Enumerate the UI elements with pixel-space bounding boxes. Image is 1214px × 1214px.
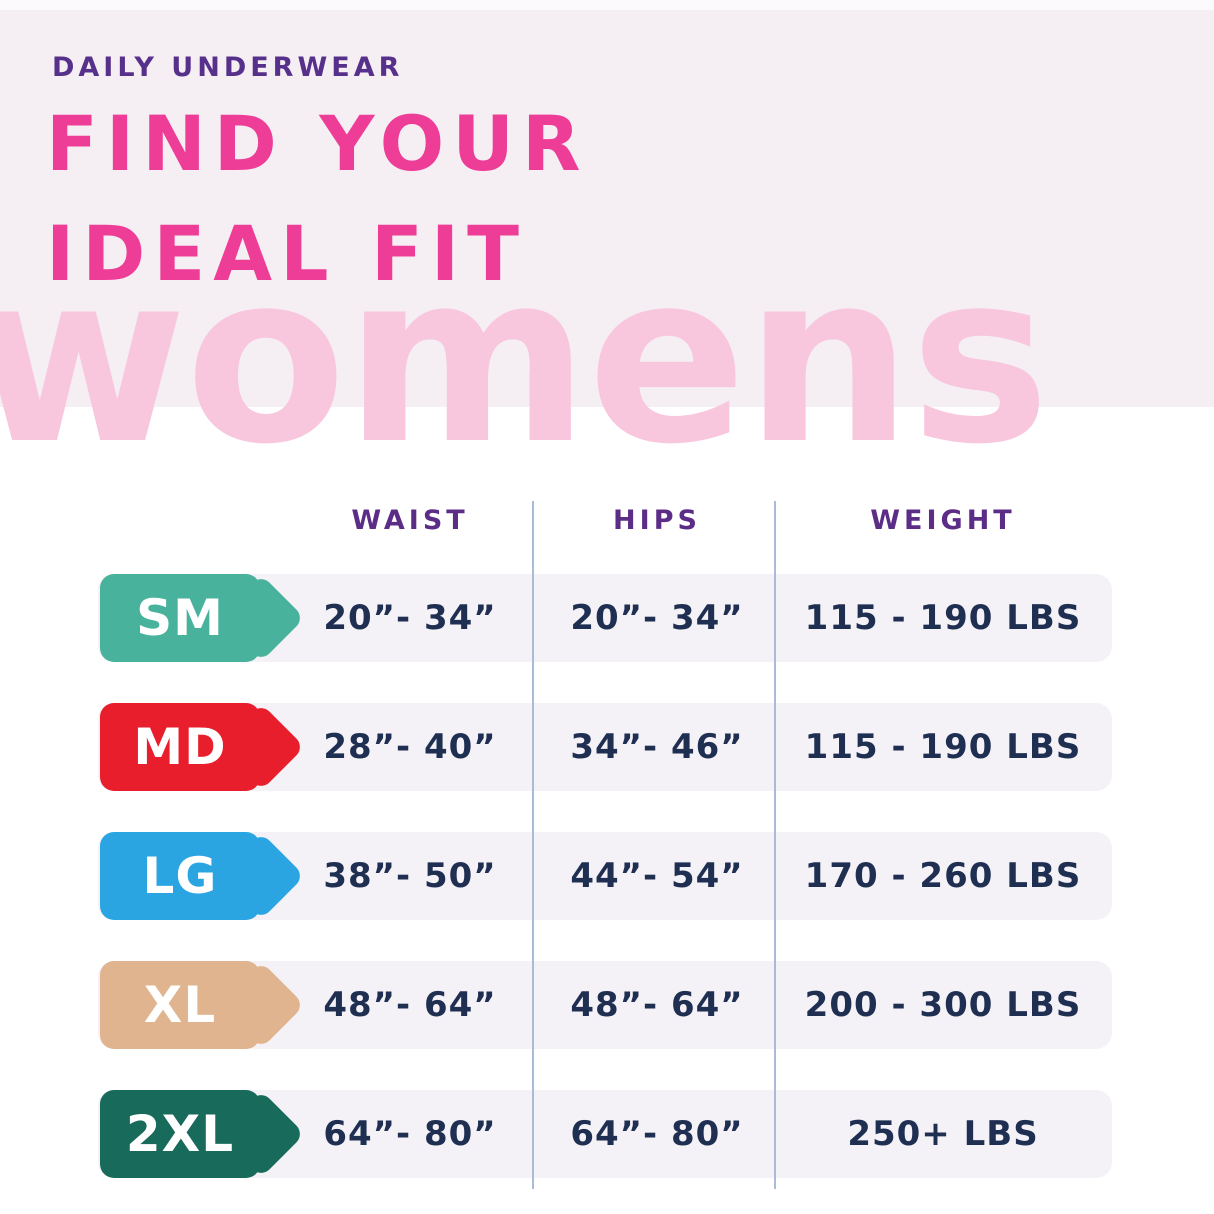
brand-label: DAILY UNDERWEAR: [52, 52, 404, 83]
weight-value: 250+ LBS: [847, 1114, 1039, 1154]
waist-value: 64”- 80”: [323, 1114, 497, 1154]
size-label: SM: [136, 589, 224, 647]
column-header-hips: HIPS: [613, 504, 701, 536]
weight-value: 200 - 300 LBS: [804, 985, 1082, 1025]
size-badge: LG: [100, 832, 260, 920]
weight-value: 115 - 190 LBS: [804, 598, 1082, 638]
size-label: LG: [142, 847, 218, 905]
page-title: FIND YOUR IDEAL FIT: [46, 89, 589, 309]
table-row: SM 20”- 34” 20”- 34” 115 - 190 LBS: [0, 574, 1214, 662]
waist-value: 48”- 64”: [323, 985, 497, 1025]
size-badge: SM: [100, 574, 260, 662]
table-row: XL 48”- 64” 48”- 64” 200 - 300 LBS: [0, 961, 1214, 1049]
hips-value: 64”- 80”: [570, 1114, 744, 1154]
top-edge-strip: [0, 0, 1214, 10]
table-row: LG 38”- 50” 44”- 54” 170 - 260 LBS: [0, 832, 1214, 920]
hips-value: 48”- 64”: [570, 985, 744, 1025]
weight-value: 115 - 190 LBS: [804, 727, 1082, 767]
table-row: 2XL 64”- 80” 64”- 80” 250+ LBS: [0, 1090, 1214, 1178]
column-header-waist: WAIST: [351, 504, 469, 536]
size-label: 2XL: [125, 1105, 235, 1163]
waist-value: 38”- 50”: [323, 856, 497, 896]
column-divider-right: [774, 501, 776, 1189]
column-header-weight: WEIGHT: [870, 504, 1016, 536]
table-row: MD 28”- 40” 34”- 46” 115 - 190 LBS: [0, 703, 1214, 791]
hips-value: 44”- 54”: [570, 856, 744, 896]
page-title-line2: IDEAL FIT: [46, 209, 528, 298]
womens-watermark: womens: [0, 223, 1050, 496]
size-label: MD: [133, 718, 227, 776]
page-title-line1: FIND YOUR: [46, 99, 589, 188]
hips-value: 34”- 46”: [570, 727, 744, 767]
weight-value: 170 - 260 LBS: [804, 856, 1082, 896]
waist-value: 28”- 40”: [323, 727, 497, 767]
waist-value: 20”- 34”: [323, 598, 497, 638]
size-badge: MD: [100, 703, 260, 791]
size-badge: XL: [100, 961, 260, 1049]
column-divider-left: [532, 501, 534, 1189]
hips-value: 20”- 34”: [570, 598, 744, 638]
size-label: XL: [143, 976, 217, 1034]
header-background: [0, 0, 1214, 407]
size-badge: 2XL: [100, 1090, 260, 1178]
